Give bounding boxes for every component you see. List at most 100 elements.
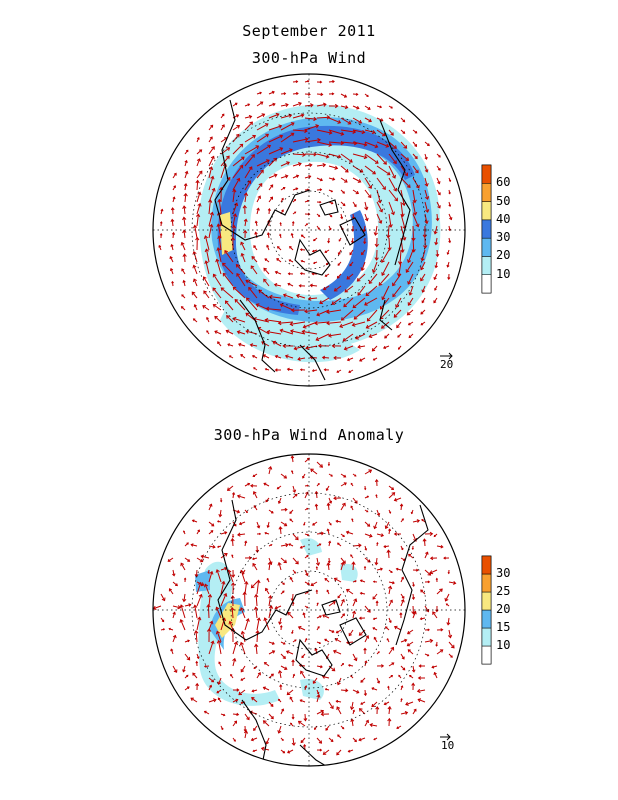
wind-vector bbox=[436, 649, 443, 655]
wind-vector-head bbox=[270, 673, 274, 677]
wind-vector bbox=[265, 588, 270, 595]
wind-vector-head bbox=[384, 525, 389, 530]
wind-vector bbox=[400, 712, 408, 715]
wind-vector bbox=[346, 273, 354, 280]
wind-vector bbox=[240, 570, 246, 583]
wind-vector bbox=[357, 285, 366, 296]
wind-vector bbox=[328, 601, 336, 607]
wind-vector bbox=[244, 115, 252, 119]
wind-vector bbox=[364, 165, 376, 175]
wind-vector-head bbox=[167, 558, 171, 562]
wind-vector-head bbox=[379, 208, 383, 213]
wind-vector-head bbox=[230, 607, 235, 611]
wind-vector-head bbox=[187, 639, 190, 643]
wind-vector-head bbox=[299, 248, 303, 252]
wind-vector-head bbox=[371, 687, 375, 691]
wind-vector-head bbox=[435, 253, 440, 258]
wind-vector-head bbox=[279, 328, 284, 333]
wind-vector-head bbox=[322, 614, 326, 618]
wind-vector bbox=[300, 670, 306, 679]
wind-vector bbox=[434, 225, 438, 234]
wind-vector-head bbox=[401, 576, 405, 580]
wind-vector-head bbox=[393, 497, 398, 502]
wind-vector bbox=[420, 309, 426, 315]
wind-vector bbox=[268, 605, 272, 619]
wind-vector-head bbox=[287, 750, 291, 754]
wind-vector bbox=[258, 289, 270, 299]
wind-vector-head bbox=[236, 494, 241, 499]
wind-vector-head bbox=[267, 208, 271, 211]
wind-vector bbox=[351, 701, 354, 710]
wind-vector bbox=[256, 672, 261, 679]
wind-vector bbox=[280, 104, 289, 107]
wind-vector bbox=[232, 165, 243, 179]
wind-vector bbox=[172, 581, 178, 586]
wind-vector-head bbox=[313, 152, 318, 157]
wind-vector bbox=[303, 612, 306, 619]
wind-vector bbox=[196, 582, 202, 595]
wind-vector-head bbox=[236, 177, 241, 182]
wind-vector bbox=[208, 571, 213, 583]
wind-vector bbox=[364, 129, 376, 134]
wind-vector-head bbox=[261, 113, 266, 118]
wind-vector-head bbox=[300, 740, 304, 744]
wind-vector-head bbox=[263, 267, 268, 272]
wind-vector-head bbox=[289, 696, 293, 700]
panel2-coastlines bbox=[217, 499, 429, 766]
wind-vector bbox=[208, 641, 214, 655]
wind-vector-head bbox=[424, 220, 429, 225]
wind-vector bbox=[340, 503, 346, 511]
wind-vector-head bbox=[363, 142, 368, 147]
wind-vector-head bbox=[277, 561, 282, 566]
wind-vector-head bbox=[211, 679, 215, 683]
wind-vector-head bbox=[182, 205, 187, 209]
wind-vector-head bbox=[373, 636, 377, 640]
wind-vector-head bbox=[279, 625, 283, 628]
wind-vector-head bbox=[412, 199, 417, 204]
wind-vector-head bbox=[238, 691, 243, 696]
wind-vector bbox=[376, 533, 384, 537]
wind-vector-head bbox=[324, 577, 328, 581]
wind-vector bbox=[208, 504, 212, 511]
wind-vector-head bbox=[281, 197, 284, 201]
wind-vector-head bbox=[364, 660, 368, 664]
wind-vector bbox=[280, 149, 293, 155]
wind-vector-head bbox=[353, 315, 358, 320]
wind-vector-head bbox=[159, 233, 163, 236]
wind-vector-head bbox=[215, 258, 220, 263]
wind-vector-head bbox=[369, 723, 373, 728]
wind-vector-head bbox=[446, 252, 450, 255]
wind-vector bbox=[407, 649, 414, 655]
wind-vector-head bbox=[376, 541, 379, 545]
wind-vector-head bbox=[208, 166, 214, 171]
wind-vector-head bbox=[372, 617, 376, 620]
wind-vector bbox=[400, 665, 406, 671]
wind-vector-head bbox=[401, 596, 405, 599]
wind-vector bbox=[183, 230, 186, 239]
wind-vector bbox=[423, 539, 426, 547]
wind-vector-head bbox=[364, 217, 369, 222]
wind-vector-head bbox=[236, 273, 240, 277]
wind-vector bbox=[274, 284, 282, 287]
panel1-colorbar-swatch bbox=[481, 256, 492, 275]
wind-vector-head bbox=[214, 330, 218, 334]
wind-vector bbox=[285, 355, 294, 359]
wind-vector-head bbox=[305, 637, 308, 641]
wind-vector-head bbox=[183, 530, 186, 533]
wind-vector-head bbox=[343, 94, 348, 98]
wind-vector-head bbox=[300, 259, 303, 263]
wind-vector bbox=[352, 141, 367, 146]
wind-vector bbox=[395, 297, 402, 308]
wind-vector-head bbox=[239, 641, 244, 646]
wind-vector bbox=[340, 129, 356, 133]
wind-vector-head bbox=[216, 545, 220, 548]
wind-vector-head bbox=[253, 245, 257, 248]
wind-vector-head bbox=[274, 270, 278, 275]
wind-vector bbox=[232, 203, 238, 215]
wind-vector-head bbox=[278, 124, 283, 129]
wind-vector bbox=[400, 225, 406, 241]
wind-vector-head bbox=[421, 289, 426, 293]
wind-vector-head bbox=[215, 569, 220, 573]
wind-vector-head bbox=[290, 722, 293, 725]
wind-vector-head bbox=[368, 185, 372, 189]
